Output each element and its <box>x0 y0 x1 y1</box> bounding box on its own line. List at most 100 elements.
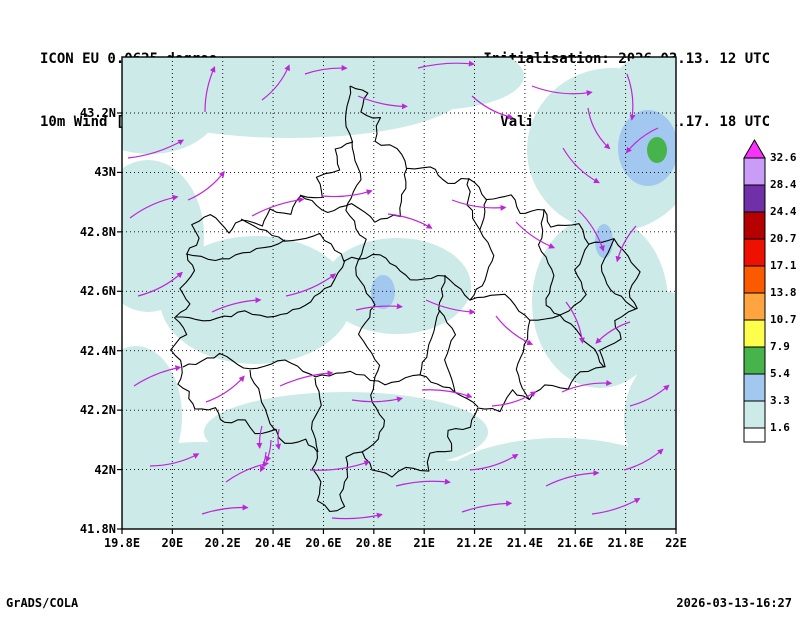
admin-boundary <box>600 238 637 310</box>
y-axis-tick-label: 43.2N <box>79 106 116 120</box>
admin-boundary <box>469 198 495 301</box>
wind-vector-arrow <box>265 439 272 463</box>
x-axis-tick-label: 20.4E <box>255 536 292 550</box>
wind-vector-arrow <box>251 196 305 217</box>
wind-speed-fill-region <box>532 216 668 388</box>
wind-vector-arrow <box>387 213 433 229</box>
wind-speed-fill-region <box>618 110 676 186</box>
x-axis-tick-label: 20.8E <box>355 536 392 550</box>
wind-vector-arrow <box>495 315 534 346</box>
admin-boundary <box>559 243 590 316</box>
x-axis-tick-label: 21.4E <box>506 536 543 550</box>
wind-vector-arrow <box>591 497 641 515</box>
wind-vector-arrow <box>577 209 605 252</box>
wind-vector-arrow <box>309 460 371 471</box>
admin-boundary <box>438 274 457 393</box>
wind-vector-arrow <box>211 297 262 313</box>
colorbar-tick-label: 24.4 <box>770 205 797 218</box>
colorbar-segment <box>743 427 766 443</box>
admin-boundary <box>249 369 276 431</box>
x-axis-tick-label: 20.6E <box>305 536 342 550</box>
admin-boundary <box>299 167 408 223</box>
wind-vector-arrow <box>127 139 185 159</box>
colorbar-tick-label: 5.4 <box>770 367 790 380</box>
wind-vector-arrow <box>595 321 631 344</box>
y-axis-tick-label: 42.6N <box>79 284 116 299</box>
wind-vector-arrow <box>421 389 473 399</box>
wind-vector-arrow <box>205 375 245 403</box>
wind-vector-arrow <box>201 504 249 515</box>
wind-vector-arrow <box>149 453 200 467</box>
colorbar-segment <box>743 346 766 375</box>
wind-speed-fill-region <box>371 275 395 309</box>
colorbar-tick-label: 17.1 <box>770 259 797 272</box>
y-axis-tick-label: 42.2N <box>79 403 116 418</box>
colorbar-segment <box>743 373 766 402</box>
colorbar-tick-label: 10.7 <box>770 313 797 326</box>
wind-vector-arrow <box>133 365 182 387</box>
wind-vector-arrow <box>187 170 225 201</box>
admin-boundary <box>515 319 531 400</box>
wind-vector-arrow <box>204 66 216 113</box>
wind-vector-arrow <box>256 425 263 449</box>
y-axis-tick-label: 42N <box>94 462 116 477</box>
wind-vector-arrow <box>351 396 403 403</box>
wind-vector-arrow <box>491 391 537 407</box>
wind-vector-arrow <box>225 461 269 483</box>
colorbar-tick-label: 20.7 <box>770 232 797 245</box>
y-axis-tick-label: 42.8N <box>79 224 116 239</box>
colorbar-segment <box>743 265 766 294</box>
colorbar-segment <box>743 400 766 429</box>
x-axis-tick-label: 19.8E <box>103 536 141 550</box>
wind-speed-fill-region <box>204 392 488 472</box>
admin-boundary <box>176 259 346 322</box>
wind-vector-arrow <box>461 500 513 513</box>
x-axis-tick-label: 21.2E <box>456 536 493 550</box>
admin-boundary <box>537 208 561 316</box>
wind-vector-arrow <box>587 107 611 150</box>
wind-vector-arrow <box>471 95 514 120</box>
admin-boundary <box>240 218 605 368</box>
wind-vector-arrow <box>626 73 636 121</box>
y-axis-tick-label: 43N <box>94 165 116 180</box>
x-axis-tick-label: 20.2E <box>204 536 241 550</box>
wind-vector-arrow <box>261 64 290 101</box>
colorbar-tick-label: 1.6 <box>770 421 790 434</box>
wind-vector-arrow <box>629 384 670 407</box>
x-axis-tick-label: 22E <box>665 536 687 550</box>
wind-speed-fill-region <box>647 137 667 163</box>
x-axis-tick-label: 20E <box>161 536 184 550</box>
wind-vector-arrow <box>561 379 613 393</box>
colorbar-segment <box>743 184 766 213</box>
colorbar-segment <box>743 292 766 321</box>
x-axis-tick-label: 21.6E <box>557 536 594 550</box>
y-axis-tick-label: 42.4N <box>79 343 116 358</box>
grads-credit: GrADS/COLA <box>6 596 79 610</box>
wind-vector-arrow <box>531 85 593 97</box>
wind-speed-fill-region <box>122 346 182 486</box>
wind-vector-arrow <box>545 470 600 487</box>
wind-speed-fill-region <box>323 238 471 334</box>
wind-vector-arrow <box>321 189 373 198</box>
wind-vector-arrow <box>615 225 637 263</box>
wind-vector-arrow <box>623 448 664 471</box>
wind-speed-fill-region <box>430 438 676 529</box>
map-frame <box>121 56 677 530</box>
colorbar-tick-label: 3.3 <box>770 394 790 407</box>
wind-vector-arrow <box>469 453 519 471</box>
colorbar-segment <box>743 319 766 348</box>
wind-vector-arrow <box>417 60 475 69</box>
wind-vector-arrow <box>562 147 600 184</box>
colorbar-tick-label: 7.9 <box>770 340 790 353</box>
wind-speed-fill-region <box>340 57 524 110</box>
wind-vector-arrow <box>355 303 403 311</box>
x-axis-tick-label: 21E <box>413 536 436 550</box>
x-axis-tick-label: 21.8E <box>607 536 644 550</box>
wind-vector-arrow <box>425 299 476 315</box>
map-layers <box>122 57 676 529</box>
wind-vector-arrow <box>279 370 334 387</box>
admin-boundary <box>185 239 286 262</box>
wind-vector-arrow <box>331 512 383 520</box>
wind-vector-arrow <box>129 194 179 219</box>
